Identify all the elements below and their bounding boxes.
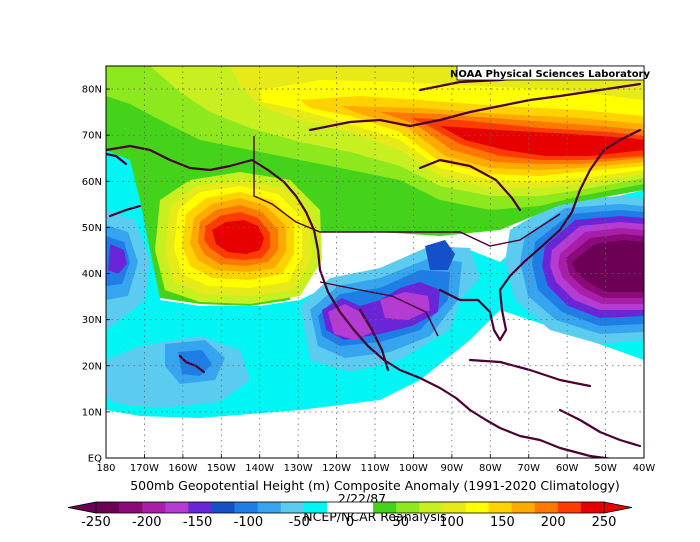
colorbar-swatch (580, 502, 605, 513)
colorbar-swatch (419, 502, 443, 513)
colorbar-label: -200 (132, 515, 162, 530)
longitude-label: 180 (96, 463, 115, 474)
map-plot-area (106, 66, 644, 458)
longitude-label: 130W (284, 463, 313, 474)
colorbar-swatch (211, 502, 236, 513)
latitude-label: 80N (82, 85, 102, 96)
colorbar-swatch (350, 502, 374, 513)
longitude-label: 110W (361, 463, 390, 474)
longitude-label: 100W (399, 463, 428, 474)
colorbar-swatch (373, 502, 397, 513)
colorbar-swatch (142, 502, 166, 513)
longitude-label: 160W (168, 463, 197, 474)
colorbar-label: 50 (393, 515, 410, 530)
colorbar-low-arrow (67, 501, 97, 514)
colorbar-swatch (119, 502, 143, 513)
colorbar-label: -100 (234, 515, 264, 530)
longitude-label: 80W (479, 463, 502, 474)
colorbar-frame (95, 501, 605, 514)
colorbar-swatch (257, 502, 282, 513)
colorbar-label: 100 (439, 515, 464, 530)
colorbar-label: -150 (183, 515, 213, 530)
longitude-axis: 180 170W 160W 150W 140W 130W 120W 110W 100W 90W 80… (96, 454, 655, 474)
latitude-label: 60N (82, 177, 102, 188)
latitude-label: 10N (82, 407, 102, 418)
colorbar-label: 250 (592, 515, 617, 530)
longitude-label: 50W (594, 463, 617, 474)
colorbar-swatch (465, 502, 490, 513)
colorbar-high-arrow (603, 501, 633, 514)
colorbar (67, 501, 633, 514)
map-title: 500mb Geopotential Height (m) Composite … (130, 478, 620, 493)
colorbar-swatch (326, 502, 351, 513)
colorbar-swatch (96, 502, 120, 513)
colorbar-label: -250 (81, 515, 111, 530)
colorbar-label: 0 (346, 515, 354, 530)
longitude-label: 140W (245, 463, 274, 474)
colorbar-swatch (534, 502, 559, 513)
colorbar-label: 150 (490, 515, 515, 530)
colorbar-swatch (188, 502, 212, 513)
colorbar-swatch (442, 502, 466, 513)
colorbar-swatch (488, 502, 513, 513)
latitude-label: 20N (82, 361, 102, 372)
colorbar-swatch (280, 502, 305, 513)
positive-anomaly-field (106, 66, 644, 306)
longitude-label: 40W (633, 463, 656, 474)
latitude-label: 50N (82, 223, 102, 234)
colorbar-swatch (557, 502, 582, 513)
colorbar-swatch (234, 502, 259, 513)
colorbar-label: 200 (541, 515, 566, 530)
longitude-label: 90W (441, 463, 464, 474)
colorbar-swatch (511, 502, 536, 513)
colorbar-swatch (396, 502, 420, 513)
credit-text: NOAA Physical Sciences Laboratory (450, 69, 651, 80)
latitude-label: 30N (82, 315, 102, 326)
longitude-label: 60W (556, 463, 579, 474)
colorbar-swatch (165, 502, 189, 513)
colorbar-labels: -250 -200 -150 -100 -50 0 50 100 150 200 250 (81, 515, 616, 530)
longitude-label: 120W (322, 463, 351, 474)
latitude-label: 70N (82, 131, 102, 142)
longitude-label: 150W (207, 463, 236, 474)
colorbar-label: -50 (289, 515, 310, 530)
longitude-label: 170W (130, 463, 159, 474)
latitude-label: 40N (82, 269, 102, 280)
longitude-label: 70W (517, 463, 540, 474)
credit-box: NOAA Physical Sciences Laboratory (450, 65, 651, 81)
colorbar-swatch (303, 502, 328, 513)
latitude-label: EQ (88, 454, 102, 465)
latitude-axis: 80N 70N 60N 50N 40N 30N 20N 10N EQ (82, 85, 110, 465)
